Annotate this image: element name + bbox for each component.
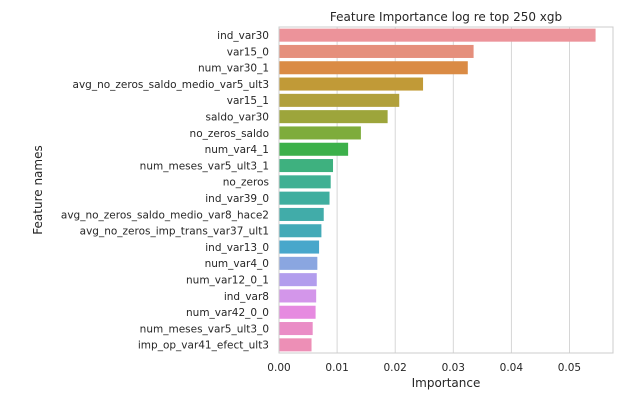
y-tick-label: var15_1: [227, 95, 269, 107]
bar-num_var12_0_1: [279, 273, 317, 287]
bar-num_var4_0: [279, 256, 318, 270]
y-tick-label: num_var30_1: [198, 63, 269, 75]
bars: [279, 28, 596, 352]
x-axis-title: Importance: [412, 376, 481, 390]
y-tick-label: num_meses_var5_ult3_1: [140, 160, 269, 172]
bar-no_zeros: [279, 175, 331, 189]
x-tick-label: 0.01: [325, 362, 348, 374]
y-tick-label: num_var12_0_1: [186, 274, 269, 286]
x-tick-label: 0.02: [383, 362, 406, 374]
y-tick-label: num_var42_0_0: [186, 307, 269, 319]
x-tick-label: 0.04: [500, 362, 524, 374]
bar-var15_0: [279, 44, 474, 58]
bar-no_zeros_saldo: [279, 126, 361, 140]
y-tick-label: num_meses_var5_ult3_0: [140, 323, 269, 335]
y-tick-label: no_zeros: [223, 177, 269, 189]
y-tick-label: var15_0: [227, 46, 269, 58]
y-tick-label: saldo_var30: [206, 111, 270, 123]
chart-title: Feature Importance log re top 250 xgb: [330, 10, 562, 24]
y-tick-label: ind_var13_0: [205, 242, 269, 254]
y-tick-label: imp_op_var41_efect_ult3: [138, 340, 269, 352]
x-tick-label: 0.00: [267, 362, 290, 374]
gridlines: [278, 27, 570, 353]
bar-imp_op_var41_efect_ult3: [279, 338, 312, 352]
y-tick-labels: ind_var30 var15_0 num_var30_1 avg_no_zeros_…: [61, 30, 269, 352]
plot-frame: [278, 26, 614, 354]
bar-var15_1: [279, 93, 400, 107]
x-tick-label: 0.03: [442, 362, 465, 374]
y-tick-label: avg_no_zeros_saldo_medio_var5_ult3: [73, 79, 269, 91]
bar-ind_var30: [279, 28, 596, 42]
bar-num_meses_var5_ult3_0: [279, 322, 313, 336]
bar-avg_no_zeros_saldo_medio_var8_hace2: [279, 207, 324, 221]
bar-ind_var39_0: [279, 191, 330, 205]
bar-num_var42_0_0: [279, 305, 316, 319]
bar-num_var30_1: [279, 61, 468, 75]
y-tick-label: num_var4_0: [205, 258, 269, 270]
y-tick-label: ind_var39_0: [205, 193, 269, 205]
y-tick-label: ind_var30: [217, 30, 269, 42]
y-tick-label: num_var4_1: [205, 144, 269, 156]
y-tick-label: ind_var8: [224, 291, 269, 303]
y-axis-title: Feature names: [31, 145, 45, 234]
bar-avg_no_zeros_saldo_medio_var5_ult3: [279, 77, 424, 91]
y-tick-label: avg_no_zeros_imp_trans_var37_ult1: [80, 226, 269, 238]
plot-border: [278, 26, 614, 354]
y-tick-label: no_zeros_saldo: [190, 128, 269, 140]
y-tick-label: avg_no_zeros_saldo_medio_var8_hace2: [61, 209, 269, 221]
x-tick-label: 0.05: [558, 362, 581, 374]
bar-ind_var8: [279, 289, 317, 303]
bar-num_meses_var5_ult3_1: [279, 159, 334, 173]
bar-ind_var13_0: [279, 240, 320, 254]
bar-saldo_var30: [279, 110, 388, 124]
x-tick-labels: 0.00 0.01 0.02 0.03 0.04 0.05: [267, 362, 581, 374]
bar-avg_no_zeros_imp_trans_var37_ult1: [279, 224, 322, 238]
bar-num_var4_1: [279, 142, 349, 156]
